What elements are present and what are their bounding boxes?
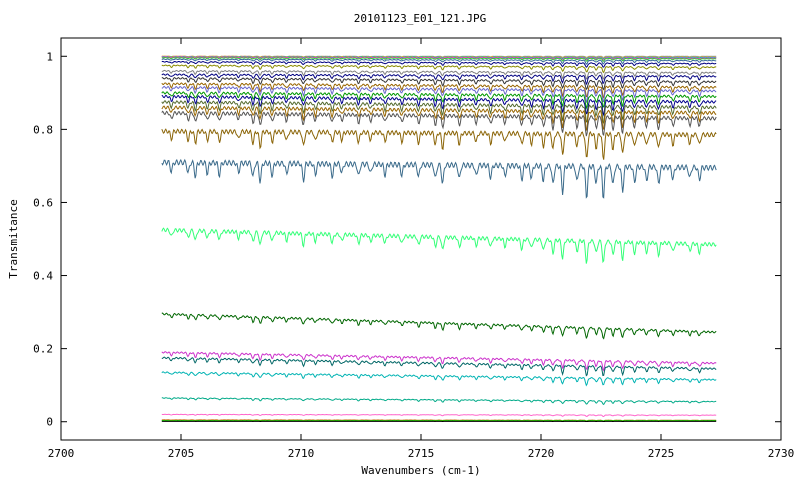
y-axis-label: Transmitance — [7, 199, 20, 278]
series-line-21 — [161, 312, 717, 340]
series-line-24 — [161, 371, 717, 387]
y-tick-label: 0.8 — [33, 123, 53, 136]
series-line-8 — [161, 69, 717, 80]
series-line-11 — [161, 82, 717, 100]
series-line-25 — [161, 397, 717, 406]
chart-title: 20101123_E01_121.JPG — [354, 12, 486, 25]
x-tick-label: 2725 — [648, 447, 675, 460]
series-line-5 — [161, 58, 717, 65]
plot-area — [161, 55, 717, 423]
series-line-15 — [161, 99, 717, 125]
series-group — [161, 55, 717, 423]
x-tick-label: 2715 — [408, 447, 435, 460]
y-axis: 0 0.2 0.4 0.6 0.8 1 — [33, 50, 781, 429]
x-axis: 2700 2705 2710 2715 2720 2725 2730 — [48, 38, 795, 460]
series-line-17 — [161, 110, 717, 137]
series-line-26 — [161, 413, 717, 418]
x-tick-label: 2705 — [168, 447, 195, 460]
series-line-14 — [161, 94, 717, 117]
x-tick-label: 2700 — [48, 447, 75, 460]
x-tick-label: 2730 — [768, 447, 795, 460]
series-line-20 — [161, 227, 717, 264]
series-line-4 — [161, 56, 717, 62]
y-tick-label: 1 — [46, 50, 53, 63]
series-line-12 — [161, 85, 717, 104]
series-line-13 — [161, 91, 717, 111]
x-tick-label: 2720 — [528, 447, 555, 460]
y-tick-label: 0 — [46, 416, 53, 429]
series-line-6 — [161, 60, 717, 68]
series-line-23 — [161, 356, 717, 377]
y-tick-label: 0.2 — [33, 343, 53, 356]
y-tick-label: 0.6 — [33, 196, 53, 209]
series-line-18 — [161, 128, 717, 160]
series-line-7 — [161, 64, 717, 74]
series-line-22 — [161, 351, 717, 372]
x-tick-label: 2710 — [288, 447, 315, 460]
series-line-9 — [161, 73, 717, 86]
y-tick-label: 0.4 — [33, 270, 53, 283]
series-line-10 — [161, 76, 717, 91]
series-line-19 — [161, 158, 717, 199]
series-line-16 — [161, 105, 717, 131]
x-axis-label: Wavenumbers (cm-1) — [361, 464, 480, 477]
